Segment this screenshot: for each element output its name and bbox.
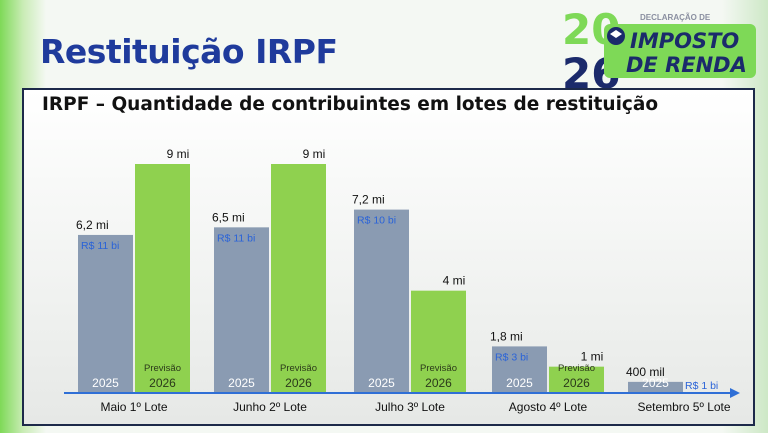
category-label: Junho 2º Lote [233,400,307,414]
value-label-2025: 6,2 mi [76,218,109,232]
forecast-label-2026: Previsão [280,363,317,374]
year-label-2026: 2026 [425,376,452,390]
bar-2026 [135,164,190,392]
bar-2025 [628,381,683,392]
logo-line2: DE RENDA [626,53,747,77]
chart-panel: IRPF – Quantidade de contribuintes em lo… [22,88,755,426]
value-label-2026: 4 mi [443,274,466,288]
amount-label-2025: R$ 10 bi [357,215,396,227]
year-label-2025: 2025 [228,376,255,390]
amount-label-2025: R$ 11 bi [81,240,119,252]
category-label: Maio 1º Lote [100,400,167,414]
amount-label-2025: R$ 11 bi [217,232,255,244]
year-label-2025: 2025 [642,376,669,390]
x-axis-arrow-icon [730,388,740,398]
year-label-2025: 2025 [92,376,119,390]
bar-chart: 6,2 mi R$ 11 bi 2025 9 mi Previsão 2026 Maio 1… [64,147,740,414]
bar-2025 [214,227,269,392]
bar-2026 [549,366,604,392]
value-label-2025: 7,2 mi [352,193,385,207]
bar-2026 [411,290,466,392]
imposto-de-renda-logo: DECLARAÇÃO DE 20 26 IMPOSTO DE RENDA [562,5,756,90]
year-label-2026: 2026 [285,376,312,390]
year-label-2025: 2025 [506,376,533,390]
value-label-2025: 6,5 mi [212,210,245,224]
category-label: Agosto 4º Lote [509,400,588,414]
receita-emblem-icon [607,27,625,45]
logo-line1: IMPOSTO [630,29,739,53]
value-label-2026: 1 mi [581,350,604,364]
logo-badge [604,24,756,78]
value-label-2026: 9 mi [303,147,326,161]
bar-2026 [271,164,326,392]
bar-2025 [492,346,547,392]
year-label-2026: 2026 [149,376,176,390]
value-label-2025: 1,8 mi [490,329,523,343]
value-label-2025: 400 mil [626,365,665,379]
chart-title: IRPF – Quantidade de contribuintes em lo… [42,94,659,115]
category-label: Setembro 5º Lote [637,400,730,414]
forecast-label-2026: Previsão [558,363,595,374]
year-label-2026: 2026 [563,376,590,390]
amount-label-2025: R$ 1 bi [685,380,718,392]
forecast-label-2026: Previsão [420,363,457,374]
year-label-2025: 2025 [368,376,395,390]
logo-small-text: DECLARAÇÃO DE [640,13,711,22]
bar-2025 [78,234,133,392]
page-title: Restituição IRPF [40,32,338,71]
amount-label-2025: R$ 3 bi [495,351,528,363]
value-label-2026: 9 mi [167,147,190,161]
forecast-label-2026: Previsão [144,363,181,374]
bar-2025 [354,209,409,392]
category-label: Julho 3º Lote [375,400,445,414]
